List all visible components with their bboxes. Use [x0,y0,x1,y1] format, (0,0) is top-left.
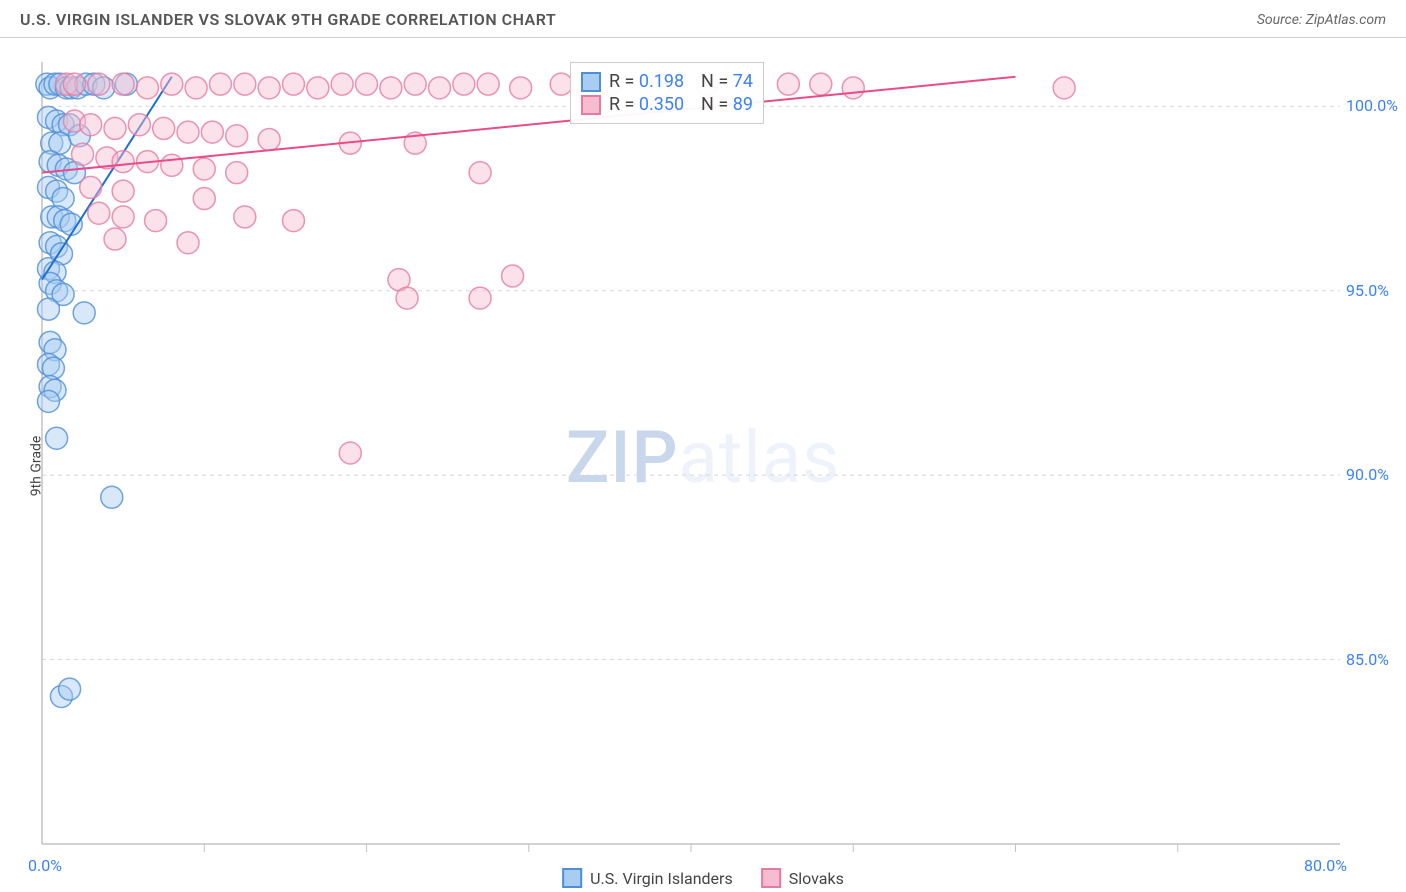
correlation-legend: R = 0.198 N = 74R = 0.350 N = 89 [570,62,764,124]
legend-swatch-slovak [761,868,781,888]
correlation-legend-row: R = 0.350 N = 89 [581,94,753,115]
legend-swatch-usvi [562,868,582,888]
chart-title: U.S. VIRGIN ISLANDER VS SLOVAK 9TH GRADE… [20,10,556,29]
chart-container: 9th Grade ZIPatlas R = 0.198 N = 74R = 0… [0,40,1406,892]
x-axis-max-label: 80.0% [1304,856,1347,875]
chart-source: Source: ZipAtlas.com [1257,12,1386,28]
legend-label-usvi: U.S. Virgin Islanders [590,869,733,888]
series-legend: U.S. Virgin Islanders Slovaks [562,868,844,888]
legend-item-usvi: U.S. Virgin Islanders [562,868,733,888]
correlation-legend-row: R = 0.198 N = 74 [581,71,753,92]
legend-item-slovak: Slovaks [761,868,844,888]
x-axis-min-label: 0.0% [28,856,62,875]
legend-swatch [581,95,601,115]
y-tick-label: 95.0% [1346,281,1389,300]
legend-label-slovak: Slovaks [789,869,844,888]
scatter-plot [0,40,1406,892]
y-tick-label: 100.0% [1346,96,1398,115]
legend-swatch [581,72,601,92]
y-tick-label: 85.0% [1346,650,1389,669]
y-tick-label: 90.0% [1346,465,1389,484]
